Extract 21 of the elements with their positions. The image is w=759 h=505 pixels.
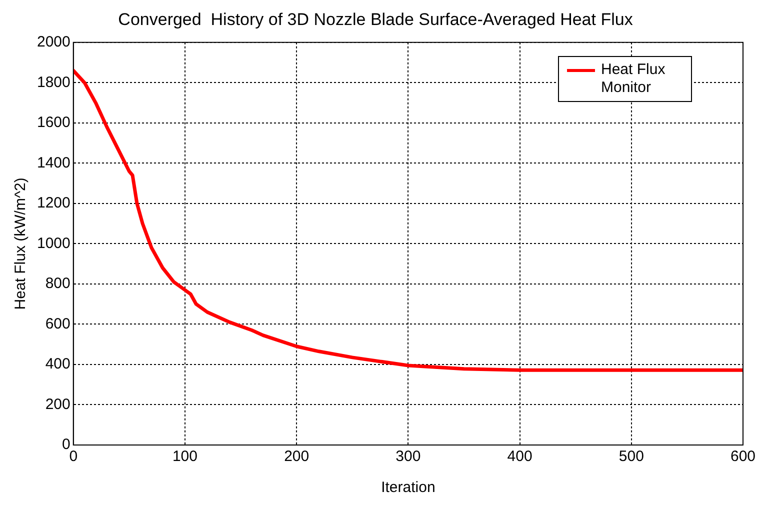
y-tick-label: 0 <box>62 436 70 454</box>
y-tick-label: 1400 <box>36 154 70 172</box>
y-axis-title: Heat Flux (kW/m^2) <box>12 178 30 310</box>
x-tick-label: 300 <box>396 448 421 466</box>
x-tick-label: 200 <box>284 448 310 466</box>
y-tick-label: 1600 <box>36 114 70 132</box>
y-tick-label: 800 <box>45 275 70 292</box>
y-tick-label: 1800 <box>36 74 70 91</box>
y-tick-label: 1000 <box>36 234 70 252</box>
x-axis-title: Iteration <box>381 479 436 496</box>
x-tick-label: 600 <box>730 448 756 466</box>
x-tick-label: 500 <box>618 448 644 466</box>
x-tick-label: 400 <box>507 448 532 466</box>
y-tick-label: 400 <box>45 356 70 373</box>
chart-title: Converged History of 3D Nozzle Blade Surface-Averaged Heat Flux <box>118 10 634 29</box>
y-tick-label: 1200 <box>36 194 70 212</box>
y-tick-label: 2000 <box>36 34 70 51</box>
y-tick-label: 600 <box>45 315 70 332</box>
legend-label: Heat Flux Monitor <box>601 61 666 98</box>
x-tick-label: 100 <box>172 448 198 466</box>
y-tick-label: 200 <box>45 396 70 413</box>
